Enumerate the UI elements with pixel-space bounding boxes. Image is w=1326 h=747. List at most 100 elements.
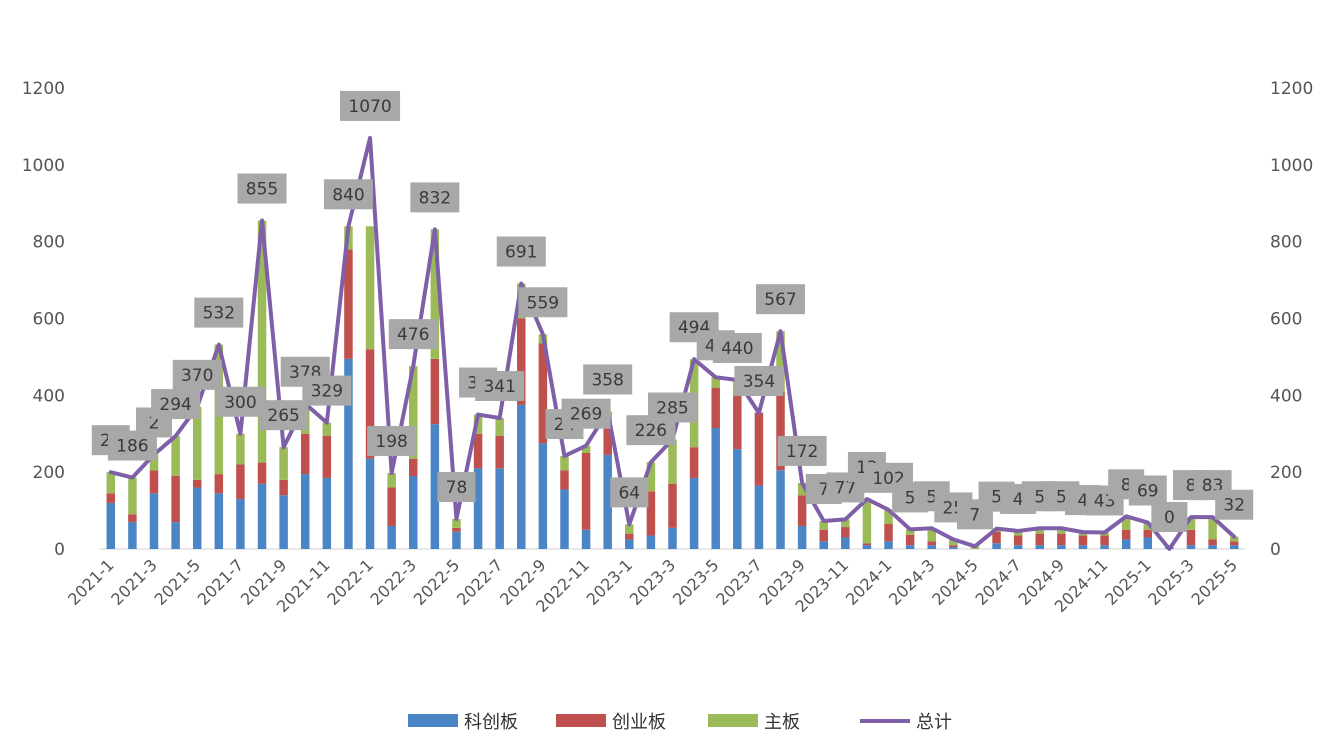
legend-item[interactable]: 主板: [708, 712, 800, 733]
bar-kechuang[interactable]: [106, 502, 116, 549]
bar-chuangye[interactable]: [106, 493, 116, 503]
bar-kechuang[interactable]: [992, 543, 1001, 549]
bar-chuangye[interactable]: [949, 545, 958, 548]
bar-chuangye[interactable]: [365, 349, 375, 459]
bar-chuangye[interactable]: [1035, 533, 1045, 546]
bar-chuangye[interactable]: [344, 249, 353, 359]
bar-kechuang[interactable]: [300, 474, 310, 549]
bar-zhuban[interactable]: [884, 509, 893, 525]
bar-zhuban[interactable]: [257, 220, 267, 463]
legend-item[interactable]: 总计: [860, 712, 952, 733]
bar-zhuban[interactable]: [495, 418, 504, 436]
bar-zhuban[interactable]: [322, 422, 332, 436]
bar-kechuang[interactable]: [841, 537, 850, 549]
bar-kechuang[interactable]: [668, 527, 677, 549]
bar-kechuang[interactable]: [1186, 545, 1196, 549]
bar-chuangye[interactable]: [473, 433, 483, 469]
bar-zhuban[interactable]: [1208, 517, 1217, 540]
bar-chuangye[interactable]: [171, 476, 180, 523]
bar-kechuang[interactable]: [581, 529, 591, 549]
bar-zhuban[interactable]: [106, 472, 116, 494]
bar-kechuang[interactable]: [949, 547, 958, 549]
bar-chuangye[interactable]: [452, 527, 461, 532]
bar-kechuang[interactable]: [236, 499, 245, 549]
bar-zhuban[interactable]: [192, 406, 202, 480]
bar-kechuang[interactable]: [819, 541, 828, 549]
bar-chuangye[interactable]: [517, 318, 526, 405]
bar-kechuang[interactable]: [149, 493, 159, 549]
bar-zhuban[interactable]: [1013, 530, 1023, 536]
bar-zhuban[interactable]: [797, 482, 807, 496]
bar-zhuban[interactable]: [646, 462, 656, 492]
bar-chuangye[interactable]: [1013, 535, 1023, 546]
bar-chuangye[interactable]: [1208, 539, 1217, 546]
bar-kechuang[interactable]: [1078, 545, 1088, 549]
bar-zhuban[interactable]: [862, 499, 872, 544]
bar-chuangye[interactable]: [689, 447, 699, 478]
bar-kechuang[interactable]: [214, 493, 224, 549]
bar-zhuban[interactable]: [128, 477, 137, 515]
bar-zhuban[interactable]: [1121, 516, 1131, 530]
bar-kechuang[interactable]: [884, 541, 893, 549]
bar-zhuban[interactable]: [581, 445, 591, 453]
bar-kechuang[interactable]: [754, 485, 764, 549]
bar-chuangye[interactable]: [754, 412, 764, 486]
bar-zhuban[interactable]: [452, 519, 461, 528]
legend-item[interactable]: 创业板: [556, 712, 666, 733]
bar-zhuban[interactable]: [365, 226, 375, 350]
bar-chuangye[interactable]: [776, 391, 785, 471]
bar-chuangye[interactable]: [257, 462, 267, 484]
bar-zhuban[interactable]: [279, 447, 288, 480]
bar-zhuban[interactable]: [171, 436, 180, 477]
bar-kechuang[interactable]: [473, 468, 483, 549]
bar-kechuang[interactable]: [711, 427, 720, 549]
bar-zhuban[interactable]: [905, 529, 915, 535]
bar-kechuang[interactable]: [1208, 545, 1217, 549]
bar-chuangye[interactable]: [128, 514, 137, 523]
bar-zhuban[interactable]: [625, 524, 634, 534]
bar-zhuban[interactable]: [236, 433, 245, 465]
bar-zhuban[interactable]: [1057, 528, 1066, 534]
bar-chuangye[interactable]: [149, 470, 159, 494]
bar-chuangye[interactable]: [905, 534, 915, 546]
bar-kechuang[interactable]: [344, 358, 353, 549]
bar-kechuang[interactable]: [862, 545, 872, 549]
bar-kechuang[interactable]: [1121, 539, 1131, 549]
bar-kechuang[interactable]: [560, 489, 569, 549]
bar-chuangye[interactable]: [1057, 533, 1066, 546]
bar-kechuang[interactable]: [495, 468, 504, 549]
bar-chuangye[interactable]: [322, 435, 332, 478]
bar-kechuang[interactable]: [365, 458, 375, 549]
bar-chuangye[interactable]: [1100, 535, 1109, 546]
bar-kechuang[interactable]: [733, 449, 742, 549]
bar-chuangye[interactable]: [1121, 529, 1131, 540]
bar-kechuang[interactable]: [1143, 537, 1153, 549]
bar-chuangye[interactable]: [1229, 541, 1239, 546]
bar-kechuang[interactable]: [538, 443, 548, 549]
bar-zhuban[interactable]: [1035, 528, 1045, 534]
bar-kechuang[interactable]: [452, 531, 461, 549]
bar-kechuang[interactable]: [905, 545, 915, 549]
bar-zhuban[interactable]: [1186, 517, 1196, 530]
bar-kechuang[interactable]: [128, 522, 137, 549]
bar-kechuang[interactable]: [776, 470, 785, 549]
bar-zhuban[interactable]: [841, 519, 850, 528]
bar-zhuban[interactable]: [776, 331, 785, 392]
bar-kechuang[interactable]: [192, 487, 202, 549]
bar-chuangye[interactable]: [409, 458, 418, 477]
bar-zhuban[interactable]: [387, 472, 396, 488]
bar-kechuang[interactable]: [1035, 545, 1045, 549]
bar-kechuang[interactable]: [1229, 545, 1239, 549]
bar-zhuban[interactable]: [560, 456, 569, 471]
bar-kechuang[interactable]: [387, 525, 396, 549]
bar-chuangye[interactable]: [646, 491, 656, 536]
bar-kechuang[interactable]: [625, 539, 634, 549]
bar-kechuang[interactable]: [1057, 545, 1066, 549]
bar-chuangye[interactable]: [495, 435, 504, 469]
bar-kechuang[interactable]: [1013, 545, 1023, 549]
bar-kechuang[interactable]: [430, 424, 440, 549]
bar-chuangye[interactable]: [300, 433, 310, 475]
bar-kechuang[interactable]: [689, 477, 699, 549]
bar-chuangye[interactable]: [1143, 529, 1153, 538]
bar-chuangye[interactable]: [927, 541, 937, 546]
